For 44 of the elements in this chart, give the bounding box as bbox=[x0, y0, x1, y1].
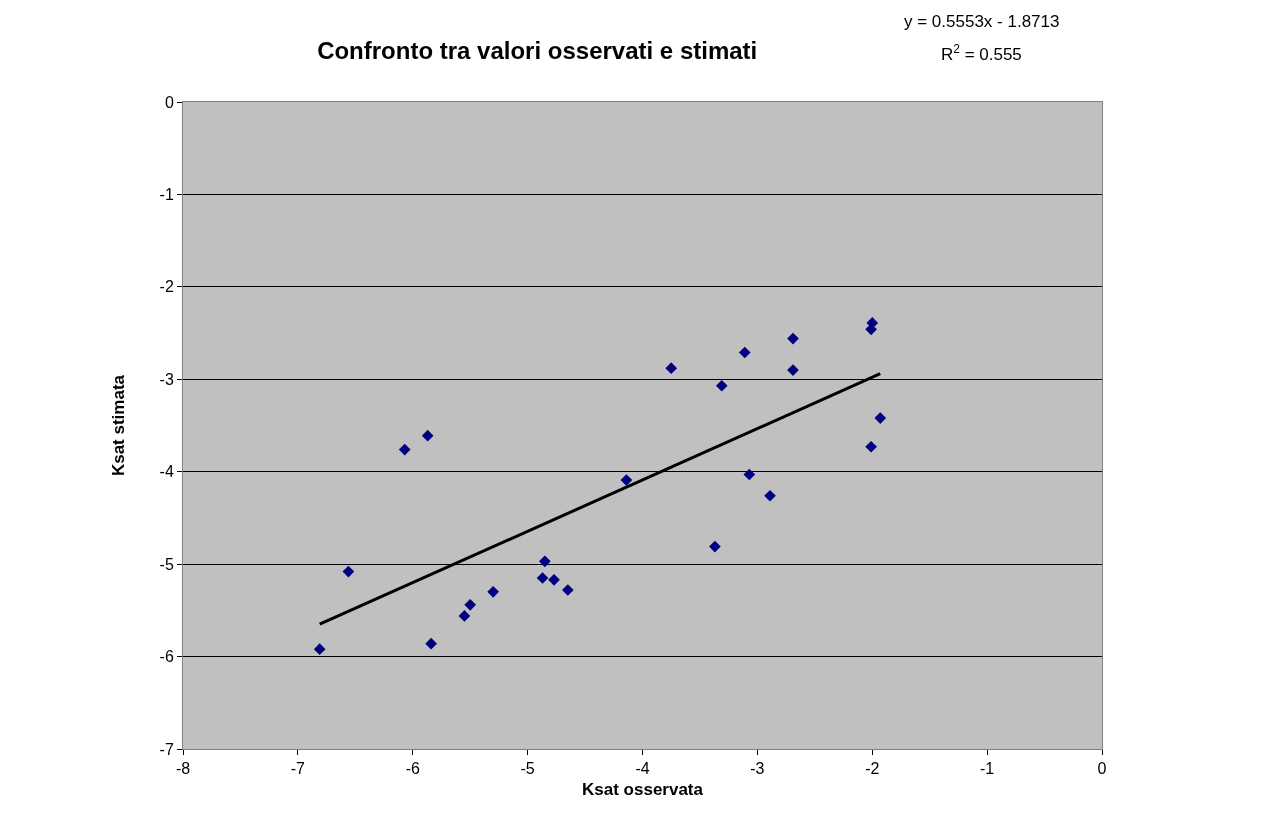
y-tick-label: -6 bbox=[159, 648, 174, 666]
x-tick-label: -1 bbox=[980, 760, 995, 778]
chart-title: Confronto tra valori osservati e stimati bbox=[317, 36, 758, 64]
point bbox=[874, 412, 887, 424]
text: y = 0.5553x - 1.8713 bbox=[904, 12, 1060, 31]
point bbox=[865, 440, 877, 453]
point bbox=[425, 637, 437, 650]
point bbox=[787, 332, 799, 345]
y-tick-label: 0 bbox=[164, 93, 174, 111]
point bbox=[464, 598, 477, 611]
point bbox=[709, 540, 721, 553]
point bbox=[548, 574, 560, 586]
x-tick-label: -4 bbox=[635, 760, 650, 778]
point bbox=[738, 346, 751, 359]
point bbox=[561, 584, 574, 596]
y-tick-label: -1 bbox=[159, 186, 174, 204]
x-tick-label: -5 bbox=[520, 760, 535, 778]
point bbox=[487, 586, 500, 598]
point bbox=[764, 489, 776, 502]
y-axis-title: Ksat stimata bbox=[109, 374, 129, 477]
point bbox=[715, 379, 728, 392]
point bbox=[536, 572, 549, 584]
point bbox=[743, 468, 756, 481]
point bbox=[313, 643, 326, 656]
y-tick-label: -3 bbox=[159, 370, 174, 388]
point bbox=[458, 610, 471, 622]
point bbox=[620, 474, 633, 486]
y-tick-label: -7 bbox=[159, 740, 174, 758]
y-tick-label: -2 bbox=[159, 278, 174, 296]
x-tick-label: -8 bbox=[175, 760, 191, 778]
x-tick-label: -3 bbox=[750, 760, 765, 778]
point bbox=[539, 555, 551, 568]
x-tick-label: -6 bbox=[405, 760, 420, 778]
point bbox=[421, 429, 434, 442]
x-axis-title: Ksat osservata bbox=[582, 779, 704, 799]
text: R$^{2}$ = 0.555 bbox=[941, 42, 1022, 65]
x-tick-label: 0 bbox=[1097, 760, 1107, 778]
x-tick-label: -2 bbox=[865, 760, 880, 778]
point bbox=[342, 565, 355, 578]
y-tick-label: -5 bbox=[159, 555, 174, 573]
x-tick-label: -7 bbox=[290, 760, 306, 778]
point bbox=[398, 443, 411, 456]
point bbox=[665, 362, 678, 375]
y-tick-label: -4 bbox=[159, 463, 174, 481]
